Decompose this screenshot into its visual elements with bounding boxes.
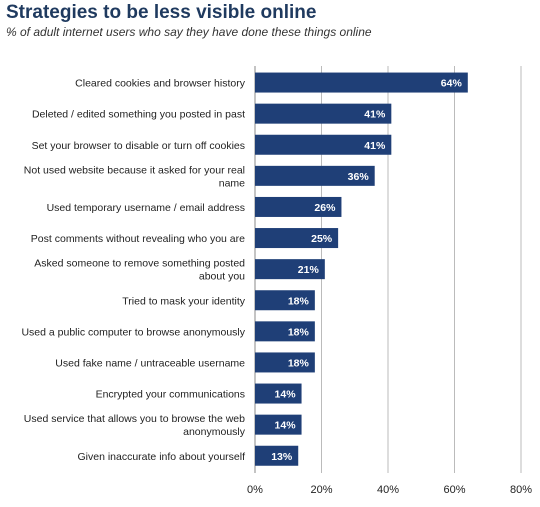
x-tick-label: 40% xyxy=(377,484,399,496)
category-label: Used a public computer to browse anonymo… xyxy=(21,326,245,338)
data-label: 64% xyxy=(441,78,463,90)
data-label: 41% xyxy=(364,109,386,121)
data-label: 14% xyxy=(275,420,297,432)
bar xyxy=(255,134,392,155)
bar xyxy=(255,290,315,311)
data-label: 36% xyxy=(348,171,370,183)
x-tick-label: 80% xyxy=(510,484,532,496)
data-label: 41% xyxy=(364,140,386,152)
bar xyxy=(255,352,315,373)
category-label: Not used website because it asked for yo… xyxy=(24,164,245,189)
category-label: Set your browser to disable or turn off … xyxy=(32,140,245,152)
category-label: Used fake name / untraceable username xyxy=(55,357,245,369)
data-label: 18% xyxy=(288,295,310,307)
category-label: Post comments without revealing who you … xyxy=(31,233,245,245)
chart-subtitle: % of adult internet users who say they h… xyxy=(6,25,372,39)
category-label: Encrypted your communications xyxy=(96,389,245,401)
category-label: Deleted / edited something you posted in… xyxy=(32,109,245,121)
category-label: Used temporary username / email address xyxy=(47,202,245,214)
x-tick-label: 0% xyxy=(247,484,263,496)
data-label: 21% xyxy=(298,264,320,276)
bar xyxy=(255,165,375,186)
bar xyxy=(255,72,468,93)
data-label: 18% xyxy=(288,326,310,338)
chart-title: Strategies to be less visible online xyxy=(6,2,317,23)
category-label: Cleared cookies and browser history xyxy=(75,78,246,90)
bar xyxy=(255,414,302,435)
category-label: Asked someone to remove something posted… xyxy=(34,258,245,283)
bar xyxy=(255,103,392,124)
category-label: Tried to mask your identity xyxy=(122,295,245,307)
x-tick-label: 60% xyxy=(443,484,465,496)
data-label: 13% xyxy=(271,451,293,463)
bar xyxy=(255,259,325,280)
bar xyxy=(255,383,302,404)
data-label: 18% xyxy=(288,357,310,369)
data-label: 26% xyxy=(314,202,336,214)
data-label: 14% xyxy=(275,389,297,401)
bar xyxy=(255,321,315,342)
category-label: Given inaccurate info about yourself xyxy=(77,451,245,463)
bar xyxy=(255,228,339,249)
bar xyxy=(255,196,342,217)
bar xyxy=(255,445,299,466)
category-label: Used service that allows you to browse t… xyxy=(24,413,246,438)
x-tick-label: 20% xyxy=(310,484,332,496)
data-label: 25% xyxy=(311,233,333,245)
